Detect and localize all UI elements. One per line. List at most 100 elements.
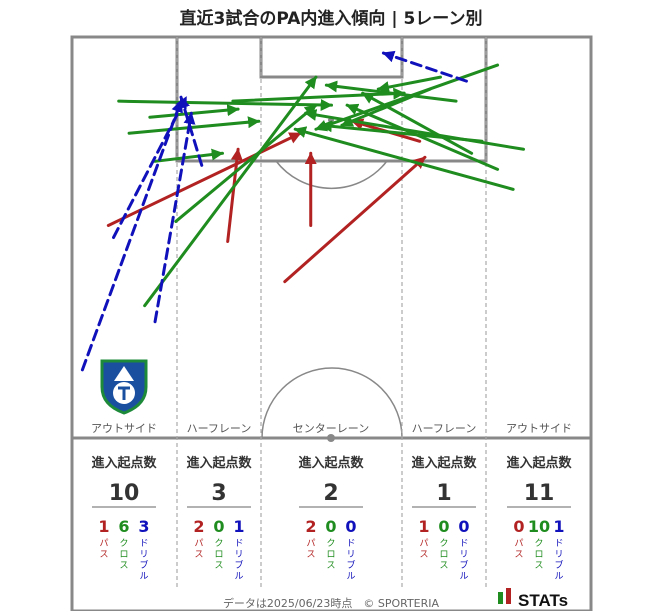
lane-pass-count: 1 [418, 517, 429, 536]
lane-pass-label: パ [99, 538, 108, 549]
lane-header: 進入起点数 [411, 455, 477, 471]
lane-cross-label: ク [214, 538, 223, 549]
lane-pass-label: ス [419, 550, 428, 560]
lane-dribble-label: ル [234, 572, 243, 582]
lane-pass-label: ス [306, 550, 315, 560]
cross-arrow [345, 103, 500, 171]
lane-total: 1 [436, 481, 451, 506]
lane-pass-label: パ [306, 538, 315, 549]
lane-pass-label: ス [99, 550, 108, 560]
lane-pass-label: パ [419, 538, 428, 549]
lane-header: 進入起点数 [186, 455, 252, 471]
team-crest [100, 359, 148, 415]
dribble-arrow [153, 111, 196, 324]
lane-pass-count: 2 [193, 517, 204, 536]
cross-arrow [361, 91, 474, 155]
lane-pass-label: パ [514, 538, 523, 549]
lane-dribble-label: ブ [459, 559, 468, 571]
lane-cross-label: ス [534, 561, 543, 571]
lane-header: 進入起点数 [506, 455, 572, 471]
lane-dribble-count: 1 [233, 517, 244, 536]
brand-logo-icon [498, 592, 503, 604]
dribble-arrow [178, 95, 204, 167]
brand-name: STATs [518, 591, 568, 610]
lane-cross-count: 10 [528, 517, 550, 536]
lane-dribble-count: 1 [553, 517, 564, 536]
lane-dribble-label: ブ [554, 559, 563, 571]
lane-pass-count: 2 [305, 517, 316, 536]
lane-cross-label: ク [439, 538, 448, 549]
cross-arrow [117, 98, 333, 111]
lane-name: アウトサイド [91, 422, 157, 435]
dribble-arrow [112, 95, 188, 239]
lane-cross-label: ス [119, 561, 128, 571]
lane-cross-label: ス [214, 561, 223, 571]
lane-dribble-label: ル [139, 572, 148, 582]
center-circle [261, 367, 403, 439]
lane-dribble-label: リ [139, 550, 148, 560]
chart-title: 直近3試合のPA内進入傾向 | 5レーン別 [180, 8, 483, 29]
lane-dribble-label: ブ [234, 559, 243, 571]
lane-name: アウトサイド [506, 422, 572, 435]
lane-pass-count: 0 [513, 517, 524, 536]
lane-cross-label: ク [326, 538, 335, 549]
lane-cross-label: ク [119, 538, 128, 549]
lane-header: 進入起点数 [91, 455, 157, 471]
lane-dribble-label: リ [234, 550, 243, 560]
cross-arrow [174, 103, 318, 223]
brand-logo-icon-bar [506, 588, 511, 604]
lane-cross-count: 0 [325, 517, 336, 536]
lane-cross-label: ク [534, 538, 543, 549]
lane-dribble-count: 3 [138, 517, 149, 536]
lane-dribble-label: ル [346, 572, 355, 582]
lane-cross-label: ス [439, 561, 448, 571]
cross-arrow [231, 87, 406, 103]
footer-note: データは2025/06/23時点 © SPORTERIA [223, 596, 440, 610]
lane-cross-label: ロ [119, 550, 128, 560]
lane-name: ハーフレーン [412, 422, 477, 435]
lane-cross-label: ロ [439, 550, 448, 560]
dribble-arrow [80, 99, 183, 372]
lane-dribble-label: ブ [346, 559, 355, 571]
cross-arrow [314, 63, 500, 132]
lane-cross-label: ロ [326, 550, 335, 560]
cross-arrow [127, 116, 261, 135]
pass-arrow [226, 147, 243, 244]
lane-pass-label: パ [194, 538, 203, 549]
lane-dribble-count: 0 [345, 517, 356, 536]
lane-total: 11 [524, 481, 555, 506]
cross-arrow [143, 75, 318, 308]
lane-dribble-label: ド [346, 539, 355, 549]
lane-dribble-label: リ [554, 550, 563, 560]
lane-total: 10 [109, 481, 140, 506]
lane-dribble-label: ド [234, 539, 243, 549]
lane-total: 2 [323, 481, 338, 506]
cross-arrow [304, 109, 526, 151]
lane-header: 進入起点数 [298, 455, 364, 471]
arrows-layer [80, 50, 526, 372]
lane-total: 3 [211, 481, 226, 506]
lane-name: ハーフレーン [187, 422, 252, 435]
cross-arrow [148, 104, 240, 119]
lane-dribble-label: ブ [139, 559, 148, 571]
lane-dribble-label: リ [459, 550, 468, 560]
cross-arrow [153, 148, 225, 163]
penalty-arc [275, 160, 388, 190]
dribble-arrow [381, 50, 468, 83]
lane-cross-label: ロ [534, 550, 543, 560]
pass-arrow [106, 131, 302, 227]
goal-area [259, 35, 404, 79]
lane-cross-count: 6 [118, 517, 129, 536]
lane-cross-label: ス [326, 561, 335, 571]
pass-arrow [283, 155, 427, 284]
lane-stats: 進入起点数101パス6クロス3ドリブル進入起点数32パス0クロス1ドリブル進入起… [91, 455, 572, 582]
lane-dribble-label: ド [554, 539, 563, 549]
cross-arrow [376, 75, 442, 93]
brand-logo: STATs [498, 588, 568, 610]
lane-dribble-label: ド [139, 539, 148, 549]
lane-dribble-label: ル [554, 572, 563, 582]
lane-pass-label: ス [194, 550, 203, 560]
lane-cross-label: ロ [214, 550, 223, 560]
lane-name: センターレーン [293, 422, 369, 435]
